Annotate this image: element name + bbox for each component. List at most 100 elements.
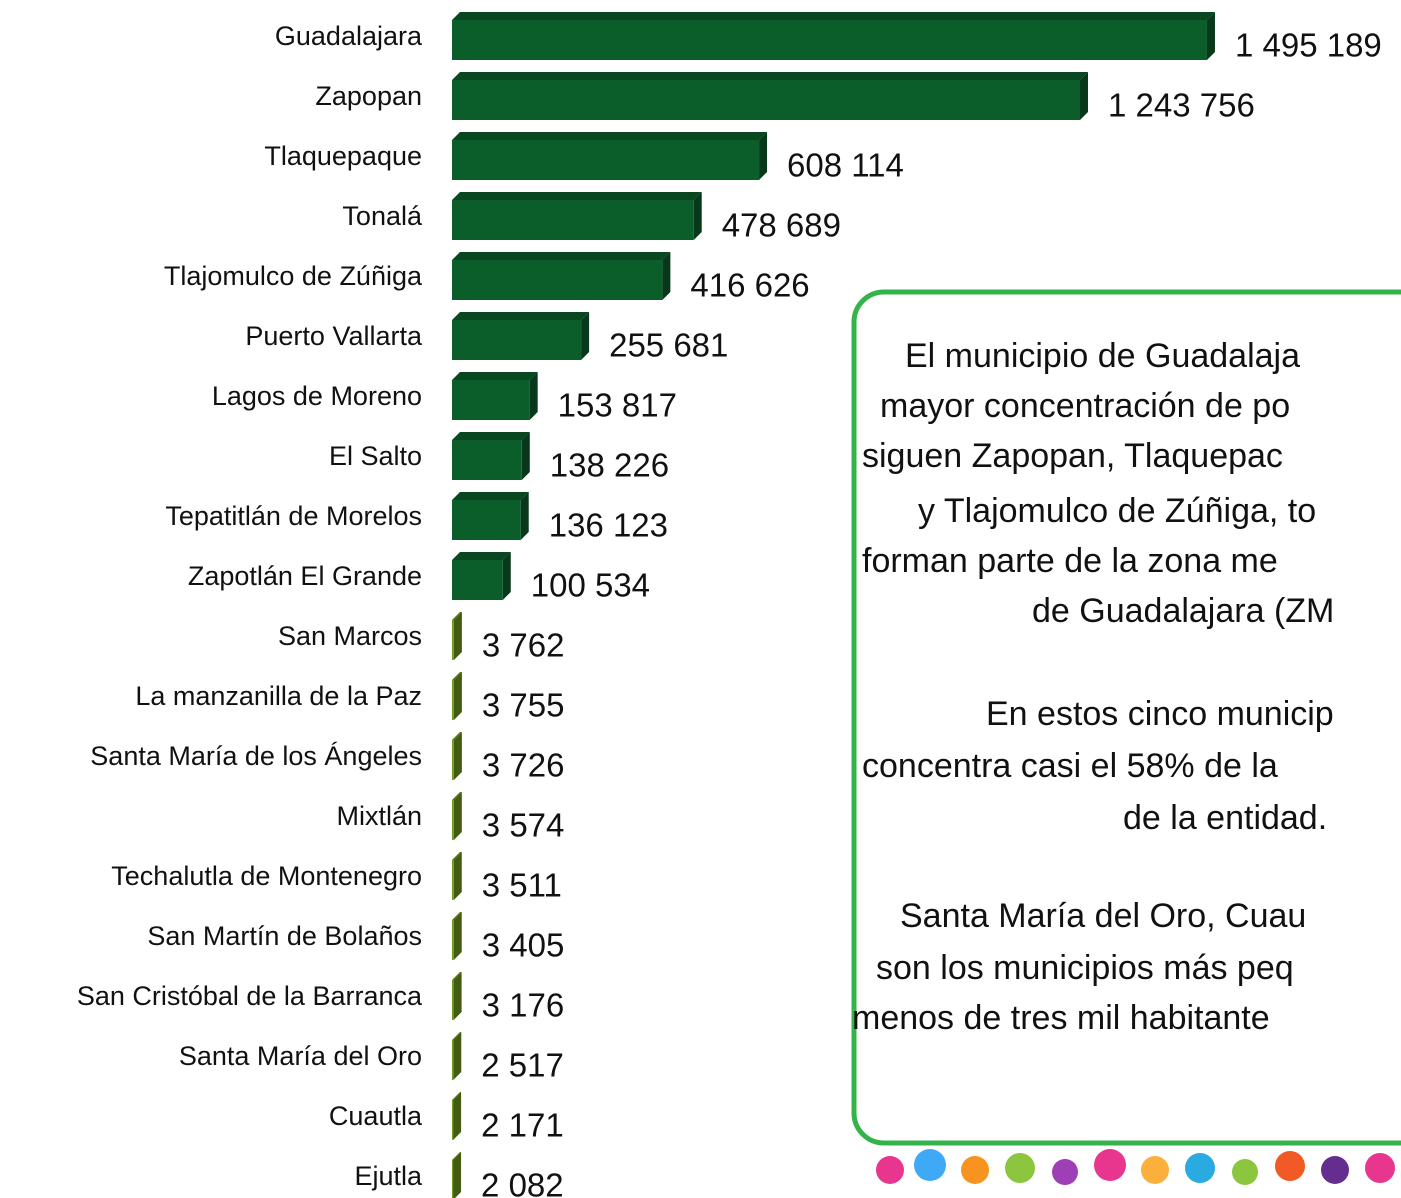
chart: El municipio de Guadalaja mayor concentr… (0, 0, 1401, 1198)
category-label: Tepatitlán de Morelos (165, 501, 422, 531)
annotation-line: mayor concentración de po (880, 387, 1290, 425)
bar-side (1207, 12, 1215, 60)
category-label: Guadalajara (275, 21, 423, 51)
annotation-line: son los municipios más peq (876, 949, 1294, 987)
category-label: Zapopan (315, 81, 422, 111)
value-label: 3 726 (482, 747, 565, 784)
bar-side (662, 252, 670, 300)
annotation-line: En estos cinco municip (986, 695, 1334, 733)
value-label: 608 114 (787, 147, 904, 184)
value-label: 1 495 189 (1235, 27, 1382, 64)
bar-top (452, 72, 1088, 80)
value-label: 478 689 (722, 207, 841, 244)
bar (452, 680, 454, 720)
category-label: Santa María de los Ángeles (90, 741, 422, 771)
bar-top (452, 132, 767, 140)
bar-side (454, 672, 462, 720)
category-label: Santa María del Oro (179, 1041, 422, 1071)
value-label: 138 226 (550, 447, 669, 484)
annotation-line: y Tlajomulco de Zúñiga, to (918, 492, 1316, 530)
bar-top (452, 312, 589, 320)
bar-side (454, 912, 462, 960)
bar-top (452, 552, 511, 560)
value-label: 255 681 (609, 327, 728, 364)
value-label: 136 123 (549, 507, 668, 544)
bar (452, 1160, 453, 1198)
value-label: 1 243 756 (1108, 87, 1255, 124)
bar (452, 860, 454, 900)
category-label: Puerto Vallarta (245, 321, 423, 351)
bar-side (454, 852, 462, 900)
category-label: Lagos de Moreno (212, 381, 422, 411)
value-label: 2 082 (481, 1167, 564, 1198)
annotation-line: forman parte de la zona me (862, 542, 1278, 580)
category-label: Tlaquepaque (264, 141, 422, 171)
value-label: 3 755 (482, 687, 565, 724)
category-label: San Martín de Bolaños (147, 921, 422, 951)
bar-top (452, 432, 530, 440)
bar-side (522, 432, 530, 480)
category-label: Tlajomulco de Zúñiga (164, 261, 423, 291)
value-label: 416 626 (690, 267, 809, 304)
bar-side (454, 732, 462, 780)
value-label: 2 517 (481, 1047, 564, 1084)
category-label: El Salto (329, 441, 422, 471)
bar-top (452, 12, 1215, 20)
annotation-line: concentra casi el 58% de la (862, 747, 1278, 785)
bar (452, 440, 522, 480)
category-label: Cuautla (329, 1101, 423, 1131)
bar (452, 140, 759, 180)
value-label: 100 534 (531, 567, 650, 604)
bar (452, 380, 530, 420)
category-label: Tonalá (342, 201, 423, 231)
bar (452, 80, 1080, 120)
category-label: San Cristóbal de la Barranca (77, 981, 423, 1011)
bar-side (503, 552, 511, 600)
bar (452, 560, 503, 600)
value-label: 153 817 (558, 387, 677, 424)
annotation-line: de la entidad. (1123, 799, 1327, 837)
bar (452, 740, 454, 780)
bar (452, 20, 1207, 60)
category-label: Ejutla (354, 1161, 423, 1191)
annotation-line: siguen Zapopan, Tlaquepac (862, 437, 1283, 475)
annotation-line: El municipio de Guadalaja (905, 337, 1300, 375)
bar (452, 920, 454, 960)
bar-side (454, 792, 462, 840)
bar-top (452, 192, 702, 200)
bar (452, 500, 521, 540)
bar (452, 320, 581, 360)
annotation-line: menos de tres mil habitante (852, 999, 1270, 1037)
bar-side (521, 492, 529, 540)
bar-side (1080, 72, 1088, 120)
annotation-line: Santa María del Oro, Cuau (900, 897, 1306, 935)
annotation-line: de Guadalajara (ZM (1032, 592, 1334, 630)
bar-side (453, 1152, 461, 1198)
value-label: 3 762 (482, 627, 565, 664)
bar-top (452, 492, 529, 500)
bar-top (452, 372, 538, 380)
bar-side (581, 312, 589, 360)
bar (452, 1100, 453, 1140)
bar (452, 1040, 453, 1080)
category-label: Zapotlán El Grande (188, 561, 422, 591)
value-label: 3 574 (482, 807, 565, 844)
bar-side (694, 192, 702, 240)
bar-side (759, 132, 767, 180)
bar (452, 620, 454, 660)
bar (452, 800, 454, 840)
category-label: La manzanilla de la Paz (135, 681, 422, 711)
value-label: 2 171 (481, 1107, 564, 1144)
value-label: 3 511 (482, 867, 562, 904)
people-illustration (876, 1149, 1395, 1185)
category-label: Techalutla de Montenegro (111, 861, 422, 891)
bar-side (453, 1032, 461, 1080)
category-label: Mixtlán (336, 801, 422, 831)
category-label: San Marcos (278, 621, 422, 651)
bar (452, 200, 694, 240)
bar-side (453, 1092, 461, 1140)
bar (452, 260, 662, 300)
bar-side (530, 372, 538, 420)
bar-top (452, 252, 670, 260)
bar (452, 980, 454, 1020)
